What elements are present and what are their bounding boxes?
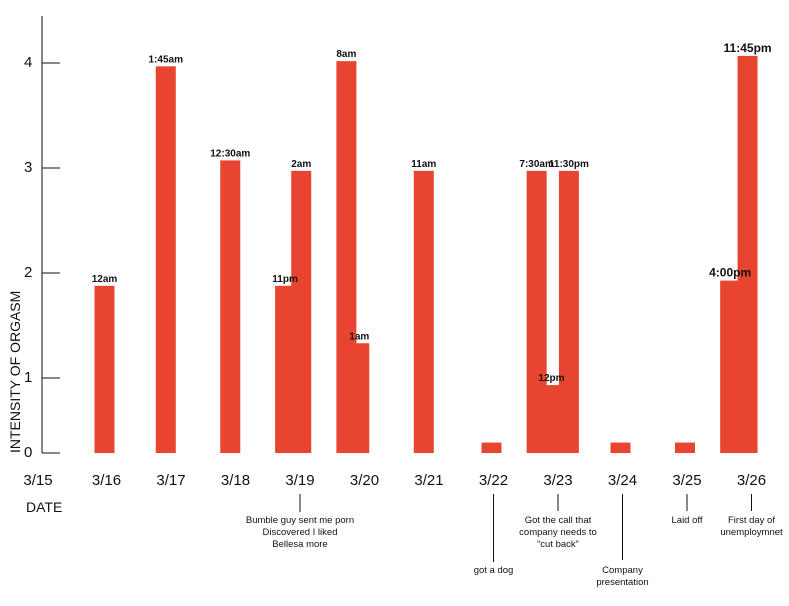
- x-tick-label: 3/22: [479, 472, 508, 489]
- x-tick-label: 3/18: [221, 472, 250, 489]
- bar: [94, 285, 115, 453]
- annotation-text: Got the call that: [525, 515, 592, 526]
- annotation-text: Bellesa more: [272, 539, 327, 550]
- bars: [94, 55, 758, 454]
- bar-label: 2am: [291, 159, 311, 170]
- x-tick-label: 3/23: [543, 472, 572, 489]
- bar: [481, 442, 502, 453]
- bar: [737, 55, 758, 454]
- x-tick-label: 3/16: [92, 472, 121, 489]
- x-tick-label: 3/24: [608, 472, 637, 489]
- annotation-text: got a dog: [474, 565, 514, 576]
- bar-label: 8am: [336, 49, 356, 60]
- y-tick-label: 0: [24, 444, 32, 461]
- annotation-text: presentation: [596, 577, 648, 588]
- bar: [558, 170, 579, 453]
- x-tick-label: 3/21: [414, 472, 443, 489]
- bar-label: 11:45pm: [724, 41, 772, 55]
- bar: [720, 280, 741, 453]
- annotation-text: company needs to: [519, 527, 597, 538]
- x-tick-label: 3/15: [23, 472, 52, 489]
- bar: [220, 160, 241, 453]
- x-tick-label: 3/19: [285, 472, 314, 489]
- bar: [155, 66, 176, 453]
- bar-label: 12am: [92, 274, 118, 285]
- x-tick-label: 3/26: [737, 472, 766, 489]
- bar: [349, 343, 370, 453]
- bar-label: 7:30am: [519, 159, 554, 170]
- bar: [291, 170, 312, 453]
- bar: [526, 170, 547, 453]
- x-ticks: 3/15 3/16 3/17 3/18 3/19 3/20 3/21 3/22 3/23 3/24…: [23, 472, 766, 489]
- bar: [610, 442, 631, 453]
- y-tick-label: 2: [24, 264, 32, 281]
- y-tick-label: 4: [24, 54, 32, 71]
- bar: [413, 170, 434, 453]
- bar: [675, 442, 695, 453]
- bar-label: 1:45am: [149, 54, 184, 65]
- x-tick-label: 3/25: [672, 472, 701, 489]
- y-ticks: 0 1 2 3 4: [24, 54, 60, 461]
- annotation-text: Bumble guy sent me porn: [246, 515, 354, 526]
- annotation-text: “cut back”: [537, 539, 579, 550]
- annotation-text: Discovered I liked: [263, 527, 338, 538]
- bar-label: 11:30pm: [549, 159, 589, 170]
- x-axis-title: DATE: [26, 499, 62, 515]
- bar-label: 11pm: [272, 274, 298, 285]
- bar-label: 1am: [349, 331, 369, 342]
- bar-label: 11am: [411, 159, 436, 170]
- y-tick-label: 1: [24, 369, 32, 386]
- annotation-text: First day of: [728, 515, 775, 526]
- bar-label: 12:30am: [210, 148, 250, 159]
- bar-label: 12pm: [538, 373, 564, 384]
- bar: [275, 285, 296, 453]
- bar: [541, 385, 562, 453]
- annotation-text: Laid off: [672, 515, 703, 526]
- x-tick-label: 3/20: [350, 472, 379, 489]
- y-tick-label: 3: [24, 159, 32, 176]
- annotation-text: Company: [602, 565, 643, 576]
- annotation-text: unemploymnet: [720, 527, 783, 538]
- x-tick-label: 3/17: [156, 472, 185, 489]
- y-axis-title: INTENSITY OF ORGASM: [7, 291, 23, 453]
- bar-label: 4:00pm: [709, 266, 751, 280]
- bar-labels: 12am 1:45am 12:30am 11pm 2am 8am 1am 11am 7:30am…: [92, 41, 772, 384]
